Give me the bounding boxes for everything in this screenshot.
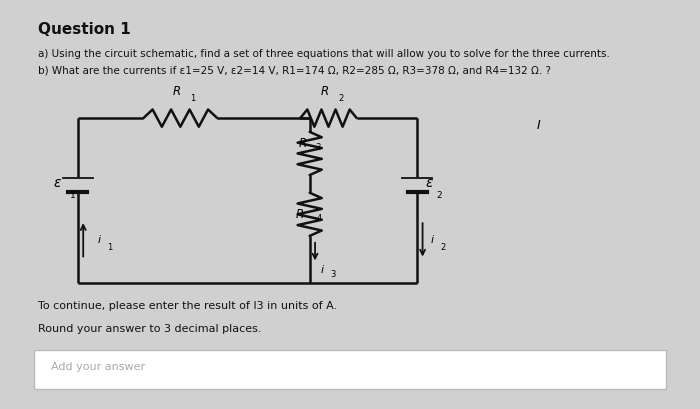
Text: R: R (296, 208, 304, 221)
Text: To continue, please enter the result of I3 in units of A.: To continue, please enter the result of … (38, 301, 337, 311)
Text: Add your answer: Add your answer (51, 362, 145, 373)
Text: 1: 1 (107, 243, 113, 252)
Text: Question 1: Question 1 (38, 22, 130, 37)
Text: R: R (173, 85, 181, 99)
Text: i: i (430, 235, 434, 245)
FancyBboxPatch shape (34, 350, 666, 389)
Text: 4: 4 (316, 214, 322, 223)
Text: 1: 1 (70, 191, 76, 200)
Text: R: R (298, 137, 307, 150)
Text: 2: 2 (436, 191, 442, 200)
Text: 1: 1 (190, 94, 195, 103)
Text: b) What are the currents if ε1=25 V, ε2=14 V, R1=174 Ω, R2=285 Ω, R3=378 Ω, and : b) What are the currents if ε1=25 V, ε2=… (38, 65, 550, 75)
Text: i: i (98, 235, 101, 245)
Text: 3: 3 (315, 143, 321, 152)
Text: I: I (536, 119, 540, 133)
Text: 3: 3 (330, 270, 335, 279)
Text: R: R (321, 85, 329, 99)
Text: Round your answer to 3 decimal places.: Round your answer to 3 decimal places. (38, 324, 261, 334)
Text: 2: 2 (440, 243, 445, 252)
Text: i: i (321, 265, 323, 275)
Text: ε: ε (53, 176, 61, 190)
Text: a) Using the circuit schematic, find a set of three equations that will allow yo: a) Using the circuit schematic, find a s… (38, 49, 610, 59)
Text: ε: ε (426, 176, 433, 190)
Text: 2: 2 (338, 94, 343, 103)
